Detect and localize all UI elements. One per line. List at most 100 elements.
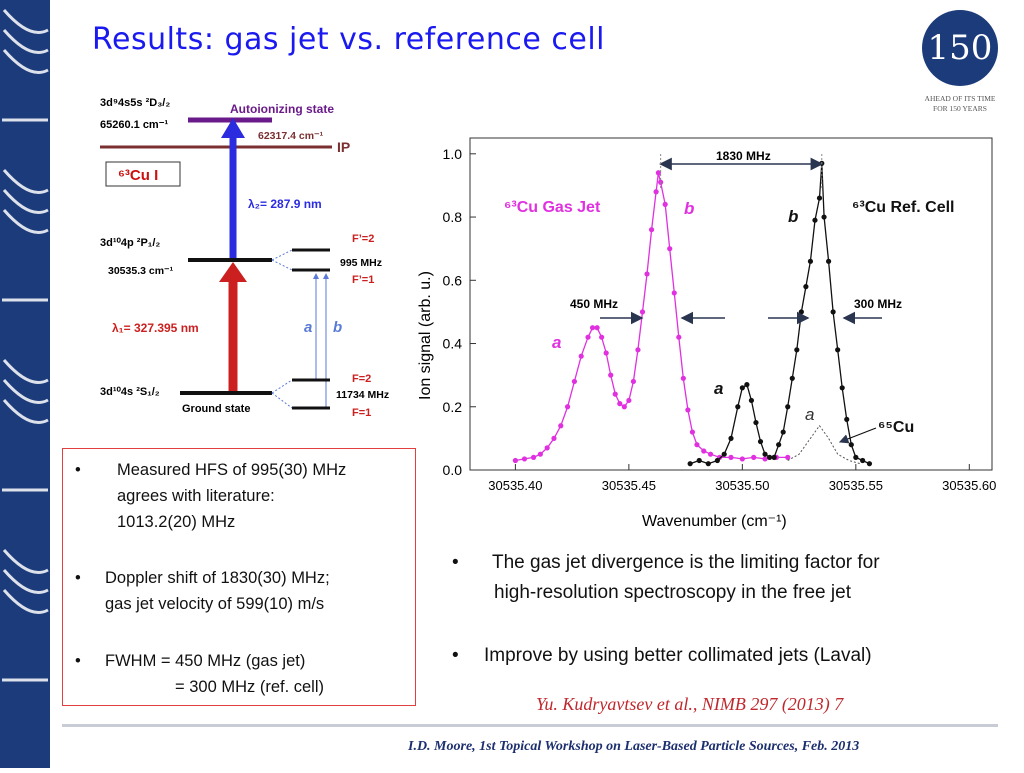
data-point bbox=[603, 350, 609, 356]
x-axis: 30535.40 30535.45 30535.50 30535.55 30535.60 bbox=[488, 464, 996, 493]
data-point bbox=[776, 442, 782, 448]
logo-number: 150 bbox=[922, 10, 998, 86]
bullet-fwhm-line2: = 300 MHz (ref. cell) bbox=[175, 678, 324, 696]
data-point bbox=[626, 397, 632, 404]
data-point bbox=[762, 451, 768, 457]
x-tick-label: 30535.60 bbox=[942, 478, 996, 493]
data-point bbox=[866, 461, 873, 467]
x-tick-label: 30535.55 bbox=[829, 478, 883, 493]
data-point bbox=[748, 397, 755, 404]
fwhm-gas-label: 450 MHz bbox=[570, 297, 618, 311]
data-point bbox=[630, 378, 637, 385]
series-line bbox=[689, 163, 870, 465]
data-point bbox=[687, 461, 693, 467]
x-tick-label: 30535.40 bbox=[488, 478, 542, 493]
data-point bbox=[771, 454, 777, 460]
data-point bbox=[512, 457, 518, 464]
atom-label: ⁶³Cu I bbox=[118, 167, 158, 184]
data-point bbox=[789, 375, 795, 381]
data-point bbox=[835, 347, 841, 353]
ref-peak-a-label: a bbox=[714, 379, 723, 398]
cu65-pointer bbox=[838, 427, 877, 444]
footer-text: I.D. Moore, 1st Topical Workshop on Lase… bbox=[408, 739, 860, 754]
data-point bbox=[648, 227, 655, 233]
data-point bbox=[707, 451, 714, 457]
lambda2-label: λ₂= 287.9 nm bbox=[248, 197, 322, 211]
y-axis-label: Ion signal (arb. u.) bbox=[417, 271, 434, 400]
transition-b-label: b bbox=[333, 319, 342, 336]
fwhm-ref-label: 300 MHz bbox=[854, 297, 902, 311]
f-prime-1-label: F’=1 bbox=[352, 274, 374, 286]
data-point bbox=[689, 429, 696, 435]
lambda2-arrowhead bbox=[221, 118, 245, 138]
data-point bbox=[728, 435, 734, 441]
bullet-fwhm-marker: • bbox=[75, 652, 81, 670]
data-point bbox=[635, 347, 641, 353]
footer-divider bbox=[62, 724, 998, 727]
y-tick-label: 0.8 bbox=[443, 209, 463, 225]
y-tick-label: 0.6 bbox=[443, 272, 463, 288]
data-point bbox=[521, 456, 528, 462]
ion-signal-chart: 0.00.20.40.60.81.0 30535.40 30535.45 30535… bbox=[417, 137, 996, 530]
data-point bbox=[728, 454, 734, 460]
data-point bbox=[537, 451, 543, 457]
atom-label-box bbox=[105, 161, 181, 187]
data-point bbox=[701, 448, 707, 454]
s-hfs-connector-upper bbox=[271, 379, 293, 394]
slide-title: Results: gas jet vs. reference cell bbox=[92, 22, 606, 57]
conclusion-bullet-2-marker: • bbox=[452, 645, 459, 666]
data-point bbox=[696, 457, 702, 464]
x-axis-label: Wavenumber (cm⁻¹) bbox=[642, 513, 787, 530]
data-point bbox=[753, 419, 759, 426]
y-axis: 0.0 0.2 0.4 0.6 0.8 1.0 bbox=[443, 146, 476, 478]
data-point bbox=[558, 423, 564, 429]
s-config: 3d¹⁰4s ²S₁/₂ bbox=[100, 386, 160, 398]
s-hfs-label: 11734 MHz bbox=[336, 389, 389, 401]
results-bullets-box: • Measured HFS of 995(30) MHz agrees wit… bbox=[62, 448, 416, 706]
data-point bbox=[680, 375, 686, 381]
data-point bbox=[721, 451, 727, 457]
bullet-doppler-line1: Doppler shift of 1830(30) MHz; bbox=[105, 569, 330, 587]
sidebar-swirl-4 bbox=[2, 549, 49, 614]
sidebar-swirl-2 bbox=[2, 169, 49, 234]
x-tick-label: 30535.45 bbox=[602, 478, 656, 493]
data-point bbox=[621, 404, 627, 410]
data-point bbox=[766, 454, 773, 460]
logo-caption-line1: AHEAD OF ITS TIME bbox=[924, 94, 996, 103]
data-point bbox=[780, 429, 786, 435]
data-point bbox=[739, 385, 745, 391]
ref-peak-b-label: b bbox=[788, 207, 798, 226]
data-point bbox=[785, 404, 791, 410]
data-point bbox=[798, 309, 804, 315]
data-point bbox=[608, 372, 614, 378]
data-point bbox=[662, 201, 668, 207]
bullet-hfs-line2: agrees with literature: bbox=[117, 487, 275, 505]
data-point bbox=[735, 404, 741, 410]
data-point bbox=[739, 456, 745, 462]
p-hfs-label: 995 MHz bbox=[340, 257, 382, 269]
plot-frame bbox=[469, 137, 993, 471]
x-tick-label: 30535.50 bbox=[715, 478, 769, 493]
data-point bbox=[860, 457, 866, 464]
data-point bbox=[757, 438, 764, 445]
conclusion-bullet-1-marker: • bbox=[452, 552, 459, 573]
conclusion-bullet-1-line2: high-resolution spectroscopy in the free… bbox=[494, 582, 851, 603]
data-point bbox=[785, 454, 791, 460]
data-point bbox=[612, 391, 618, 397]
ip-energy: 62317.4 cm⁻¹ bbox=[258, 130, 324, 142]
data-point bbox=[848, 442, 854, 448]
cu65-peak-a-label: a bbox=[805, 405, 814, 424]
bullet-doppler-line2: gas jet velocity of 599(10) m/s bbox=[105, 595, 325, 613]
ref-cell-label: ⁶³Cu Ref. Cell bbox=[852, 199, 954, 216]
data-point bbox=[617, 401, 623, 407]
data-point bbox=[644, 271, 650, 277]
doppler-label: 1830 MHz bbox=[716, 149, 771, 163]
lambda1-arrowhead bbox=[219, 262, 247, 282]
conclusion-bullet-1-line1: The gas jet divergence is the limiting f… bbox=[492, 552, 880, 573]
data-point bbox=[762, 456, 768, 462]
data-point bbox=[594, 325, 600, 331]
bullet-hfs-line3: 1013.2(20) MHz bbox=[117, 513, 236, 531]
autoionizing-energy: 65260.1 cm⁻¹ bbox=[100, 119, 169, 131]
data-point bbox=[844, 416, 850, 423]
logo-caption: AHEAD OF ITS TIME FOR 150 YEARS bbox=[914, 94, 1006, 114]
